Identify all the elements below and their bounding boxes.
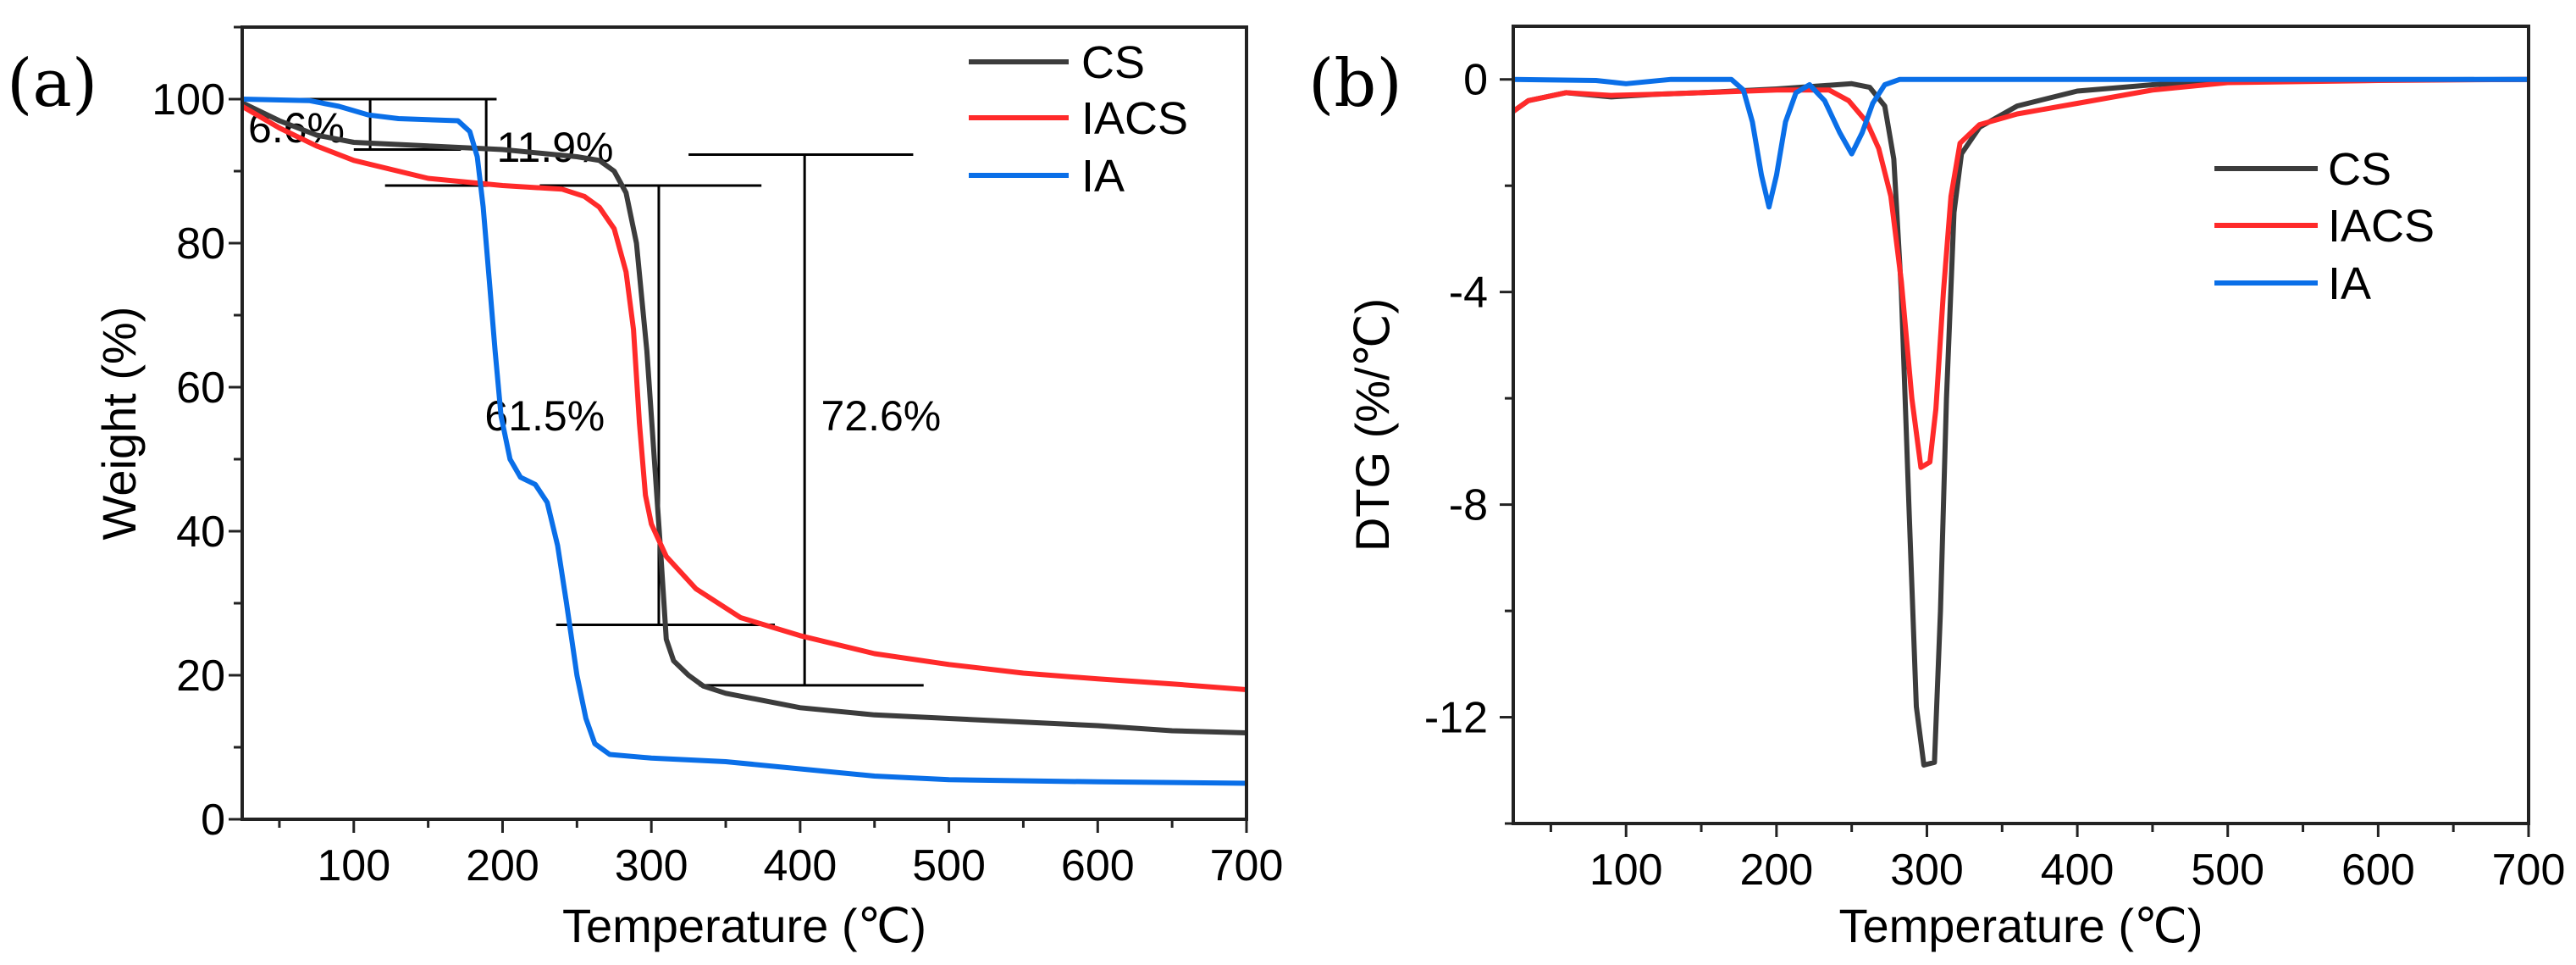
x-axis-title: Temperature (℃)	[562, 899, 926, 952]
x-tick-label: 100	[317, 841, 390, 890]
x-tick-label: 400	[764, 841, 837, 890]
y-tick-label: -8	[1449, 481, 1488, 530]
x-tick-label: 100	[1589, 846, 1663, 895]
x-tick-label: 200	[466, 841, 539, 890]
x-tick-label: 600	[2341, 846, 2415, 895]
legend-label: CS	[2328, 144, 2391, 195]
series-line-cs	[242, 100, 1247, 735]
y-tick-label: 0	[201, 796, 225, 845]
annotation-label: 11.9%	[496, 124, 613, 171]
legend-label: IA	[1081, 151, 1125, 202]
x-tick-label: 300	[1890, 846, 1964, 895]
x-tick-label: 200	[1739, 846, 1813, 895]
x-tick-label: 700	[2492, 846, 2566, 895]
y-tick-label: 80	[176, 219, 225, 269]
x-tick-label: 700	[1210, 841, 1284, 890]
y-tick-label: 20	[176, 652, 225, 701]
legend-label: CS	[1081, 37, 1145, 88]
plot-frame	[240, 25, 1248, 821]
legend: CS IACS IA	[2214, 144, 2435, 309]
series-line-ia	[1513, 76, 2529, 210]
plot-frame	[1512, 25, 2530, 825]
x-tick-label: 400	[2041, 846, 2114, 895]
series-group	[1513, 76, 2529, 768]
y-axis-title: DTG (%/℃)	[1346, 298, 1399, 552]
x-tick-label: 500	[2191, 846, 2264, 895]
series-group	[242, 97, 1247, 786]
y-tick-label: -12	[1424, 694, 1488, 743]
series-line-ia	[242, 97, 1247, 786]
tga-panel: (a)6.6% 11.9%61.5% 72.6%100 200 300 400 500 600…	[7, 25, 1284, 952]
y-tick-label: 60	[176, 363, 225, 413]
y-axis-title: Weight (%)	[92, 307, 146, 541]
x-tick-label: 600	[1061, 841, 1135, 890]
panel-label: (b)	[1308, 46, 1402, 122]
legend-label: IA	[2328, 258, 2371, 309]
y-tick-label: 40	[176, 507, 225, 557]
dtg-panel: (b) 100 200 300 400 500 600 700 0 -4 -8 -12 Temperat…	[1308, 25, 2566, 952]
y-tick-label: 100	[152, 75, 225, 125]
y-tick-label: -4	[1449, 269, 1488, 318]
y-tick-label: 0	[1463, 56, 1488, 105]
legend-label: IACS	[2328, 201, 2435, 252]
legend-label: IACS	[1081, 93, 1188, 144]
series-line-iacs	[1513, 76, 2529, 470]
annotation-label: 72.6%	[821, 392, 941, 440]
x-tick-label: 300	[615, 841, 688, 890]
x-axis-title: Temperature (℃)	[1838, 899, 2203, 952]
x-tick-label: 500	[912, 841, 986, 890]
series-line-iacs	[242, 103, 1247, 692]
panel-label: (a)	[7, 46, 97, 122]
